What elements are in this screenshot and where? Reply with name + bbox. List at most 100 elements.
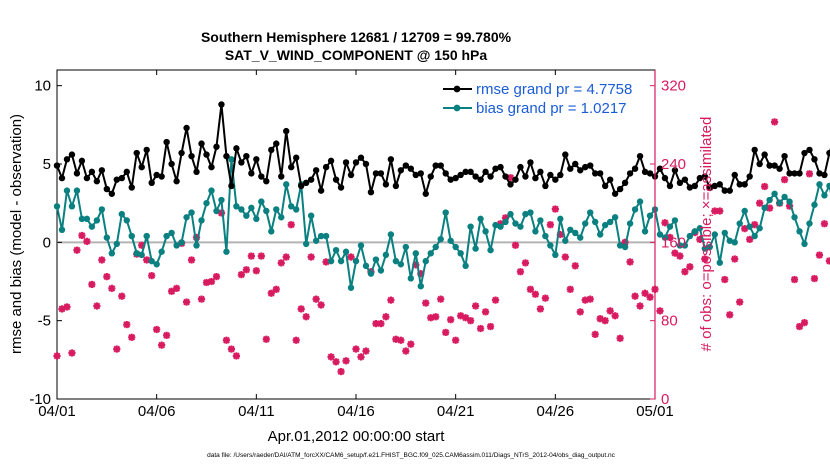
bias-point — [367, 270, 375, 277]
bias-point — [601, 221, 609, 229]
rmse-point — [342, 159, 350, 166]
bias-point — [467, 223, 474, 230]
rmse-point — [616, 185, 624, 193]
obs-point — [810, 274, 819, 283]
obs-point — [820, 220, 829, 228]
bias-point — [422, 257, 429, 265]
bias-point — [517, 223, 524, 230]
bias-point — [317, 232, 325, 240]
rmse-point — [168, 160, 175, 168]
bias-point — [263, 207, 270, 215]
rmse-point — [437, 162, 444, 169]
bias-point — [507, 210, 514, 218]
bias-point — [432, 243, 439, 251]
rmse-point — [68, 151, 76, 158]
rmse-point — [462, 168, 469, 176]
rmse-point — [826, 149, 830, 157]
rmse-point — [587, 162, 594, 169]
obs-point — [352, 345, 360, 353]
bias-point — [636, 198, 644, 205]
rmse-point — [512, 176, 519, 183]
obs-point — [601, 317, 609, 325]
bias-point — [63, 187, 71, 194]
y-axis-right: 0 80 160 240 320 — [650, 70, 686, 408]
rmse-point — [621, 179, 629, 186]
bias-point — [666, 223, 674, 230]
rmse-point — [238, 159, 245, 166]
bias-point — [198, 217, 205, 224]
rmse-point — [731, 171, 738, 179]
obs-point — [676, 252, 684, 260]
x-tick-label: 04/21 — [437, 403, 475, 420]
y-right-tick-label: 320 — [661, 78, 686, 95]
x-tick-label: 05/01 — [636, 403, 674, 420]
obs-point — [526, 285, 535, 293]
obs-point — [53, 352, 61, 360]
obs-point — [222, 336, 231, 344]
legend-bias-label: bias grand pr = 1.0217 — [476, 100, 627, 117]
bias-point — [721, 229, 728, 237]
bias-point — [791, 214, 798, 221]
bias-point — [731, 239, 738, 246]
rmse-point — [302, 179, 310, 186]
rmse-point — [58, 174, 66, 182]
obs-point — [187, 256, 196, 264]
rmse-point — [517, 163, 524, 171]
obs-point — [771, 118, 779, 126]
rmse-point — [666, 182, 674, 190]
obs-point — [242, 266, 250, 274]
rmse-point — [268, 146, 275, 154]
y-left-tick-label: 5 — [43, 156, 51, 173]
rmse-point — [447, 176, 454, 183]
obs-point — [397, 336, 405, 344]
obs-point — [237, 271, 245, 279]
bias-point — [118, 210, 125, 218]
rmse-point — [118, 174, 125, 182]
obs-point — [741, 225, 749, 233]
rmse-point — [193, 168, 200, 176]
rmse-point — [103, 185, 111, 193]
obs-point — [63, 303, 71, 311]
rmse-point — [158, 173, 165, 180]
bias-point — [616, 242, 624, 249]
obs-point — [387, 296, 395, 304]
obs-point — [442, 328, 450, 337]
y-left-tick-label: 0 — [43, 234, 51, 251]
obs-point — [128, 333, 136, 341]
rmse-point — [582, 163, 589, 171]
obs-point — [481, 308, 490, 316]
bias-point — [238, 206, 245, 213]
rmse-point — [372, 170, 380, 177]
obs-point — [347, 253, 355, 261]
rmse-point — [806, 146, 813, 154]
legend: rmse grand pr = 4.7758 bias grand pr = 1… — [443, 81, 632, 117]
bias-point — [273, 206, 280, 213]
obs-point — [551, 205, 559, 213]
rmse-point — [113, 176, 121, 183]
rmse-point — [502, 173, 509, 180]
rmse-point — [522, 173, 529, 180]
bias-point — [646, 212, 654, 219]
bias-point — [417, 283, 424, 290]
rmse-point — [163, 138, 170, 146]
bias-point — [302, 240, 310, 248]
bias-point — [347, 284, 355, 291]
obs-point — [631, 292, 639, 300]
bias-point — [492, 221, 499, 229]
rmse-point — [83, 174, 91, 182]
bias-point — [701, 245, 709, 252]
bias-point — [123, 217, 130, 224]
rmse-point — [572, 160, 579, 168]
rmse-point — [641, 168, 649, 176]
rmse-point — [337, 184, 345, 191]
rmse-point — [577, 167, 584, 174]
obs-point — [701, 255, 709, 263]
obs-point — [462, 314, 470, 322]
obs-point — [407, 340, 415, 348]
rmse-point — [327, 157, 335, 165]
bias-point — [621, 243, 629, 251]
rmse-point — [562, 151, 569, 158]
obs-point — [531, 290, 539, 298]
obs-point — [153, 325, 161, 334]
bias-point — [437, 236, 444, 243]
